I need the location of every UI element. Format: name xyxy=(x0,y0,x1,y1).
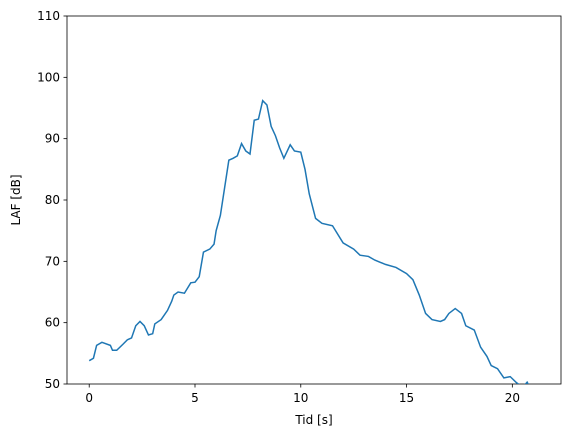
y-tick-label: 110 xyxy=(37,9,60,23)
y-tick-label: 90 xyxy=(45,132,60,146)
y-tick-label: 80 xyxy=(45,193,60,207)
y-tick-label: 60 xyxy=(45,316,60,330)
x-tick-label: 20 xyxy=(505,391,520,405)
axes-frame xyxy=(66,15,562,385)
x-axis-label: Tid [s] xyxy=(294,413,332,427)
x-tick-label: 5 xyxy=(191,391,199,405)
x-tick-label: 0 xyxy=(85,391,93,405)
y-tick-label: 100 xyxy=(37,70,60,84)
y-tick-label: 70 xyxy=(45,254,60,268)
y-tick-label: 50 xyxy=(45,377,60,391)
data-line xyxy=(88,99,529,384)
x-tick-label: 10 xyxy=(293,391,308,405)
x-tick-label: 15 xyxy=(399,391,414,405)
y-axis-label: LAF [dB] xyxy=(9,174,23,225)
